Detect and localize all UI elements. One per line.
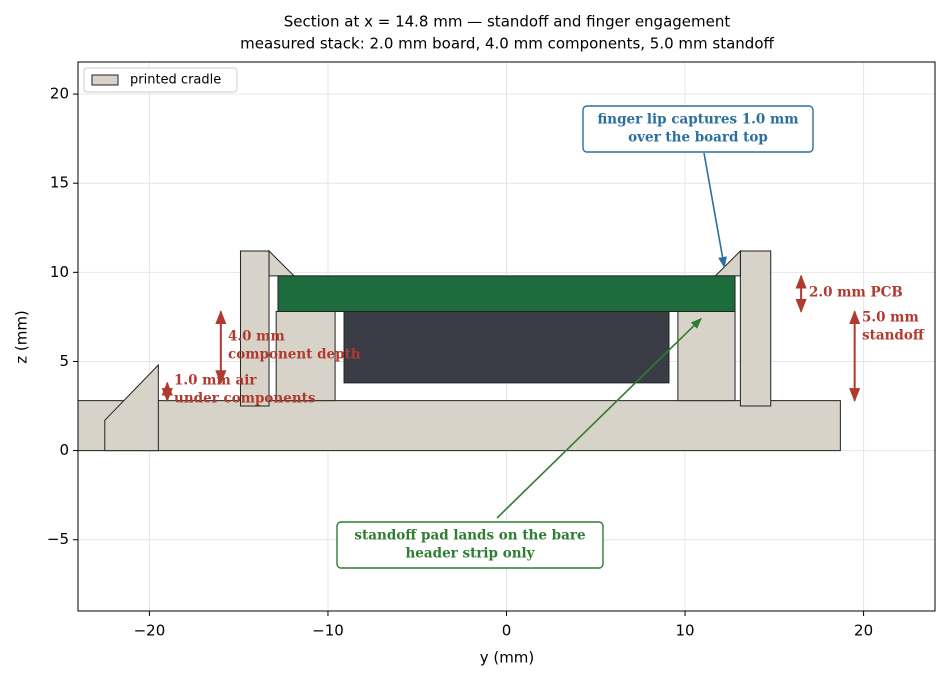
x-tick-label: 0 bbox=[502, 622, 512, 640]
y-tick-label: 10 bbox=[50, 263, 69, 281]
section-part bbox=[268, 249, 296, 277]
section-part bbox=[277, 275, 736, 313]
dimension-label: component depth bbox=[228, 347, 361, 363]
section-part bbox=[343, 311, 670, 384]
plot-area bbox=[78, 249, 841, 452]
x-tick-label: 10 bbox=[675, 622, 694, 640]
x-tick-label: 20 bbox=[854, 622, 873, 640]
y-tick-label: 0 bbox=[59, 441, 69, 459]
callout-arrow bbox=[703, 152, 727, 269]
dimension-label: 4.0 mm bbox=[228, 329, 285, 345]
callout-arrow bbox=[496, 317, 702, 519]
y-axis-label: z (mm) bbox=[13, 310, 31, 364]
y-tick-label: 15 bbox=[50, 174, 69, 192]
chart-subtitle: measured stack: 2.0 mm board, 4.0 mm com… bbox=[240, 35, 774, 53]
y-tick-label: 20 bbox=[50, 85, 69, 103]
callout-label: header strip only bbox=[405, 546, 535, 562]
legend-box bbox=[83, 67, 238, 93]
x-tick-label: −10 bbox=[312, 622, 344, 640]
dimension-label: 2.0 mm PCB bbox=[809, 285, 903, 301]
legend-swatch bbox=[91, 74, 119, 86]
section-part bbox=[78, 400, 841, 452]
section-part bbox=[714, 249, 741, 277]
section-part bbox=[739, 250, 772, 407]
chart-title: Section at x = 14.8 mm — standoff and fi… bbox=[284, 13, 731, 31]
section-part bbox=[104, 363, 159, 452]
dimension-label: 1.0 mm air bbox=[174, 373, 257, 389]
callout-label: over the board top bbox=[628, 130, 768, 146]
y-tick-label: 5 bbox=[59, 352, 69, 370]
x-axis-label: y (mm) bbox=[480, 649, 535, 667]
legend-label: printed cradle bbox=[130, 73, 221, 88]
dimension-label: 5.0 mm bbox=[862, 310, 919, 326]
section-part bbox=[677, 311, 736, 402]
callout-box bbox=[582, 105, 814, 153]
callout-label: finger lip captures 1.0 mm bbox=[597, 112, 798, 128]
x-tick-label: −20 bbox=[134, 622, 166, 640]
y-tick-label: −5 bbox=[47, 530, 69, 548]
callout-box bbox=[336, 521, 604, 569]
axes-frame bbox=[77, 61, 936, 612]
dimension-label: under components bbox=[174, 391, 316, 407]
dimension-label: standoff bbox=[862, 328, 925, 344]
callout-label: standoff pad lands on the bare bbox=[354, 528, 585, 544]
